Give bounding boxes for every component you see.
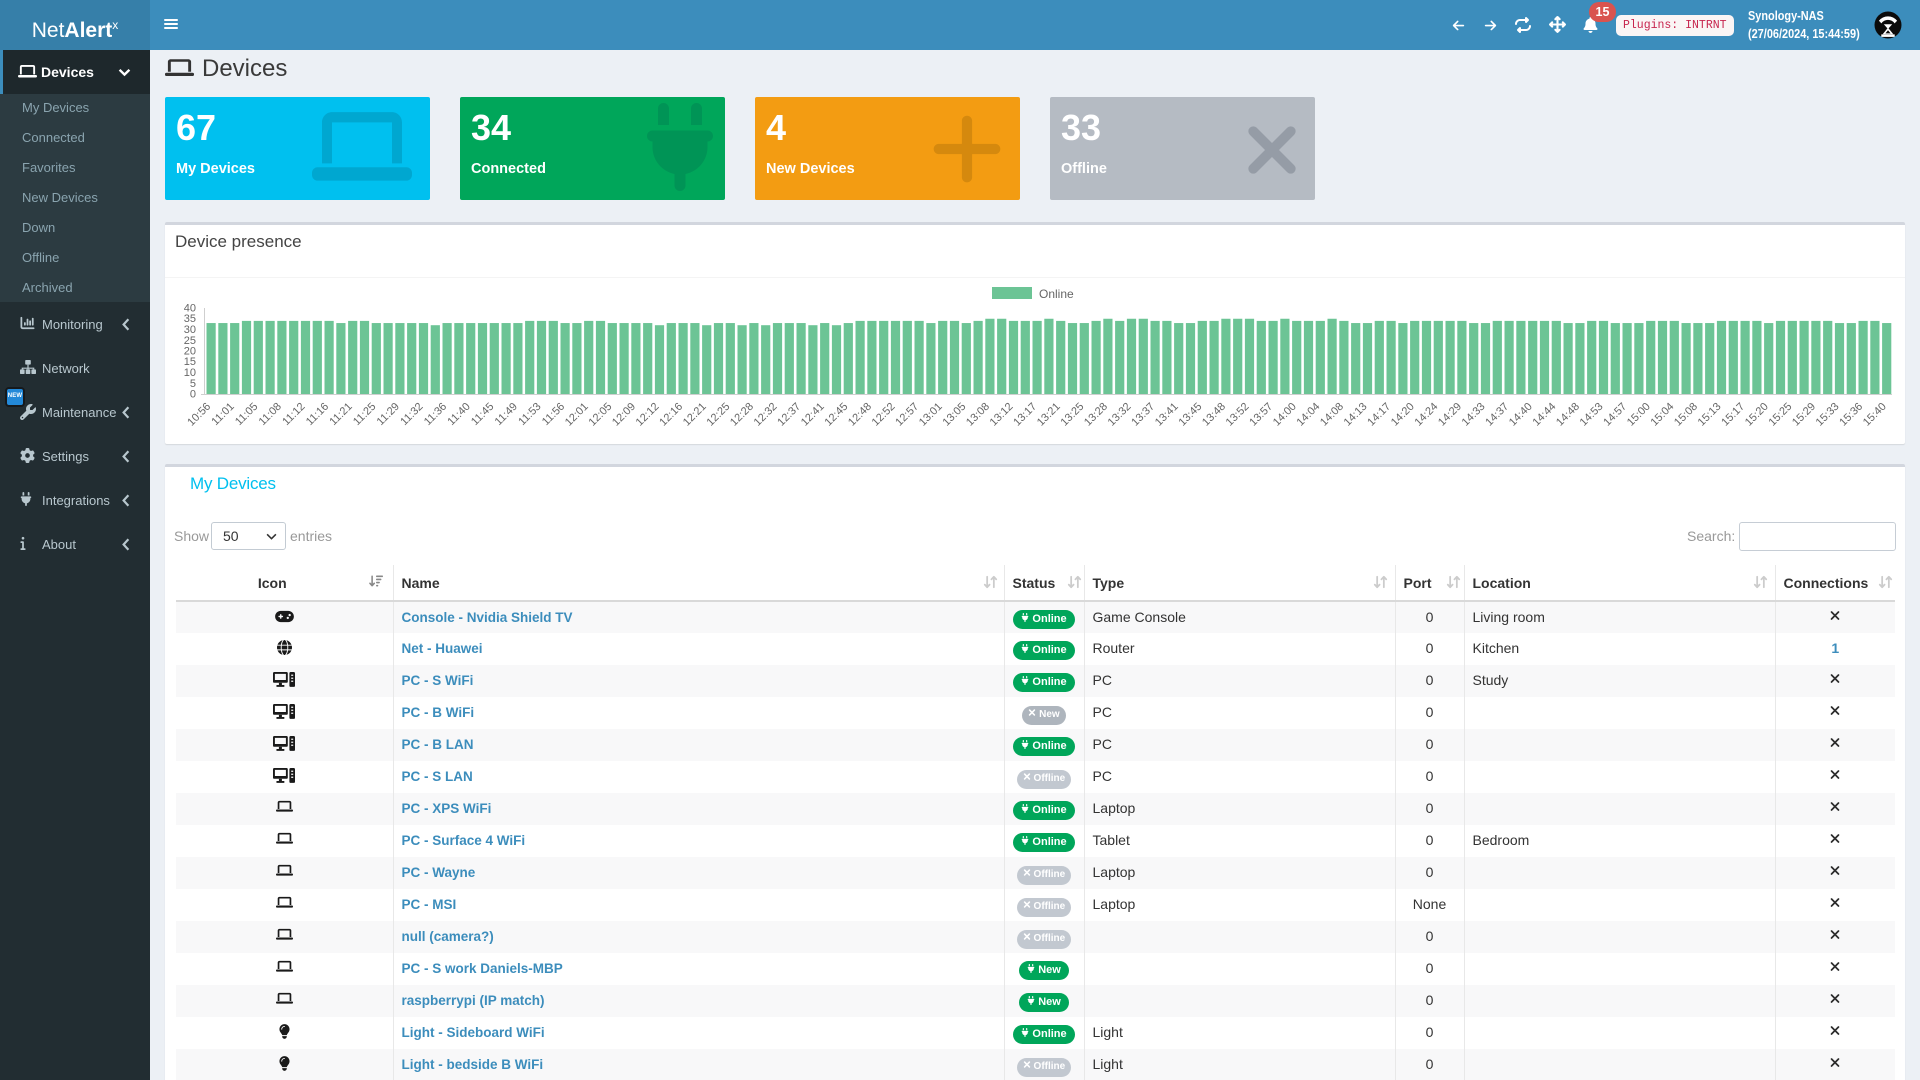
svg-text:15:20: 15:20 — [1743, 401, 1771, 429]
svg-text:12:28: 12:28 — [728, 401, 756, 429]
svg-text:11:29: 11:29 — [375, 401, 402, 428]
svg-text:15:13: 15:13 — [1696, 401, 1724, 429]
svg-text:14:04: 14:04 — [1294, 401, 1322, 429]
svg-text:13:05: 13:05 — [940, 401, 968, 429]
svg-text:13:48: 13:48 — [1200, 401, 1228, 429]
svg-text:11:56: 11:56 — [540, 401, 567, 428]
svg-text:15:25: 15:25 — [1766, 401, 1794, 429]
svg-text:11:08: 11:08 — [257, 401, 284, 428]
svg-text:11:53: 11:53 — [516, 401, 543, 428]
svg-text:11:36: 11:36 — [422, 401, 449, 428]
svg-text:15:33: 15:33 — [1814, 401, 1842, 429]
svg-text:13:45: 13:45 — [1176, 401, 1204, 429]
svg-text:14:53: 14:53 — [1578, 401, 1606, 429]
svg-text:11:01: 11:01 — [209, 401, 236, 428]
svg-text:14:29: 14:29 — [1436, 401, 1464, 429]
svg-text:15:00: 15:00 — [1625, 401, 1653, 429]
svg-text:13:17: 13:17 — [1011, 401, 1039, 429]
svg-text:14:17: 14:17 — [1365, 401, 1393, 429]
svg-text:12:32: 12:32 — [752, 401, 780, 429]
svg-text:15: 15 — [184, 356, 196, 368]
svg-text:12:01: 12:01 — [563, 401, 591, 429]
svg-text:35: 35 — [184, 313, 196, 325]
svg-text:15:08: 15:08 — [1672, 401, 1700, 429]
svg-text:13:57: 13:57 — [1247, 401, 1275, 429]
svg-text:14:57: 14:57 — [1601, 401, 1629, 429]
svg-text:12:16: 12:16 — [657, 401, 685, 429]
svg-text:12:57: 12:57 — [893, 401, 921, 429]
svg-text:14:00: 14:00 — [1271, 401, 1299, 429]
svg-text:13:37: 13:37 — [1129, 401, 1157, 429]
svg-text:13:41: 13:41 — [1153, 401, 1181, 429]
svg-text:14:24: 14:24 — [1412, 401, 1440, 429]
svg-text:11:40: 11:40 — [445, 401, 472, 428]
svg-text:15:04: 15:04 — [1648, 401, 1676, 429]
svg-text:25: 25 — [184, 335, 196, 347]
svg-text:10:56: 10:56 — [185, 401, 213, 429]
svg-text:12:05: 12:05 — [586, 401, 614, 429]
svg-text:13:21: 13:21 — [1035, 401, 1063, 429]
svg-text:13:08: 13:08 — [964, 401, 992, 429]
svg-text:15:36: 15:36 — [1837, 401, 1865, 429]
svg-text:15:29: 15:29 — [1790, 401, 1818, 429]
svg-text:11:21: 11:21 — [327, 401, 354, 428]
svg-text:20: 20 — [184, 346, 196, 358]
svg-text:13:28: 13:28 — [1082, 401, 1110, 429]
svg-text:15:40: 15:40 — [1861, 401, 1889, 429]
svg-text:14:48: 14:48 — [1554, 401, 1582, 429]
svg-text:13:32: 13:32 — [1106, 401, 1134, 429]
svg-text:Online: Online — [1039, 287, 1074, 301]
svg-text:14:44: 14:44 — [1530, 401, 1558, 429]
svg-text:13:01: 13:01 — [917, 401, 945, 429]
svg-text:10: 10 — [184, 367, 196, 379]
svg-text:11:16: 11:16 — [304, 401, 331, 428]
svg-text:12:45: 12:45 — [822, 401, 850, 429]
svg-text:13:52: 13:52 — [1224, 401, 1252, 429]
svg-text:11:49: 11:49 — [493, 401, 520, 428]
svg-text:11:45: 11:45 — [469, 401, 496, 428]
svg-text:12:12: 12:12 — [634, 401, 662, 429]
svg-text:5: 5 — [190, 378, 196, 390]
svg-text:0: 0 — [190, 389, 196, 401]
svg-text:13:25: 13:25 — [1058, 401, 1086, 429]
svg-text:14:33: 14:33 — [1460, 401, 1488, 429]
svg-text:11:05: 11:05 — [233, 401, 260, 428]
svg-text:12:09: 12:09 — [610, 401, 638, 429]
svg-text:11:12: 11:12 — [280, 401, 307, 428]
svg-text:14:40: 14:40 — [1507, 401, 1535, 429]
svg-text:30: 30 — [184, 324, 196, 336]
svg-text:14:13: 14:13 — [1342, 401, 1370, 429]
svg-text:13:12: 13:12 — [988, 401, 1016, 429]
svg-text:12:25: 12:25 — [704, 401, 732, 429]
svg-text:14:08: 14:08 — [1318, 401, 1346, 429]
svg-text:14:20: 14:20 — [1389, 401, 1417, 429]
svg-text:12:41: 12:41 — [799, 401, 827, 429]
svg-text:12:37: 12:37 — [775, 401, 803, 429]
svg-text:12:52: 12:52 — [870, 401, 898, 429]
svg-text:12:21: 12:21 — [681, 401, 709, 429]
svg-text:11:32: 11:32 — [398, 401, 425, 428]
svg-text:12:48: 12:48 — [846, 401, 874, 429]
svg-text:14:37: 14:37 — [1483, 401, 1511, 429]
svg-text:11:25: 11:25 — [351, 401, 378, 428]
svg-text:40: 40 — [184, 303, 196, 315]
svg-text:15:17: 15:17 — [1719, 401, 1747, 429]
